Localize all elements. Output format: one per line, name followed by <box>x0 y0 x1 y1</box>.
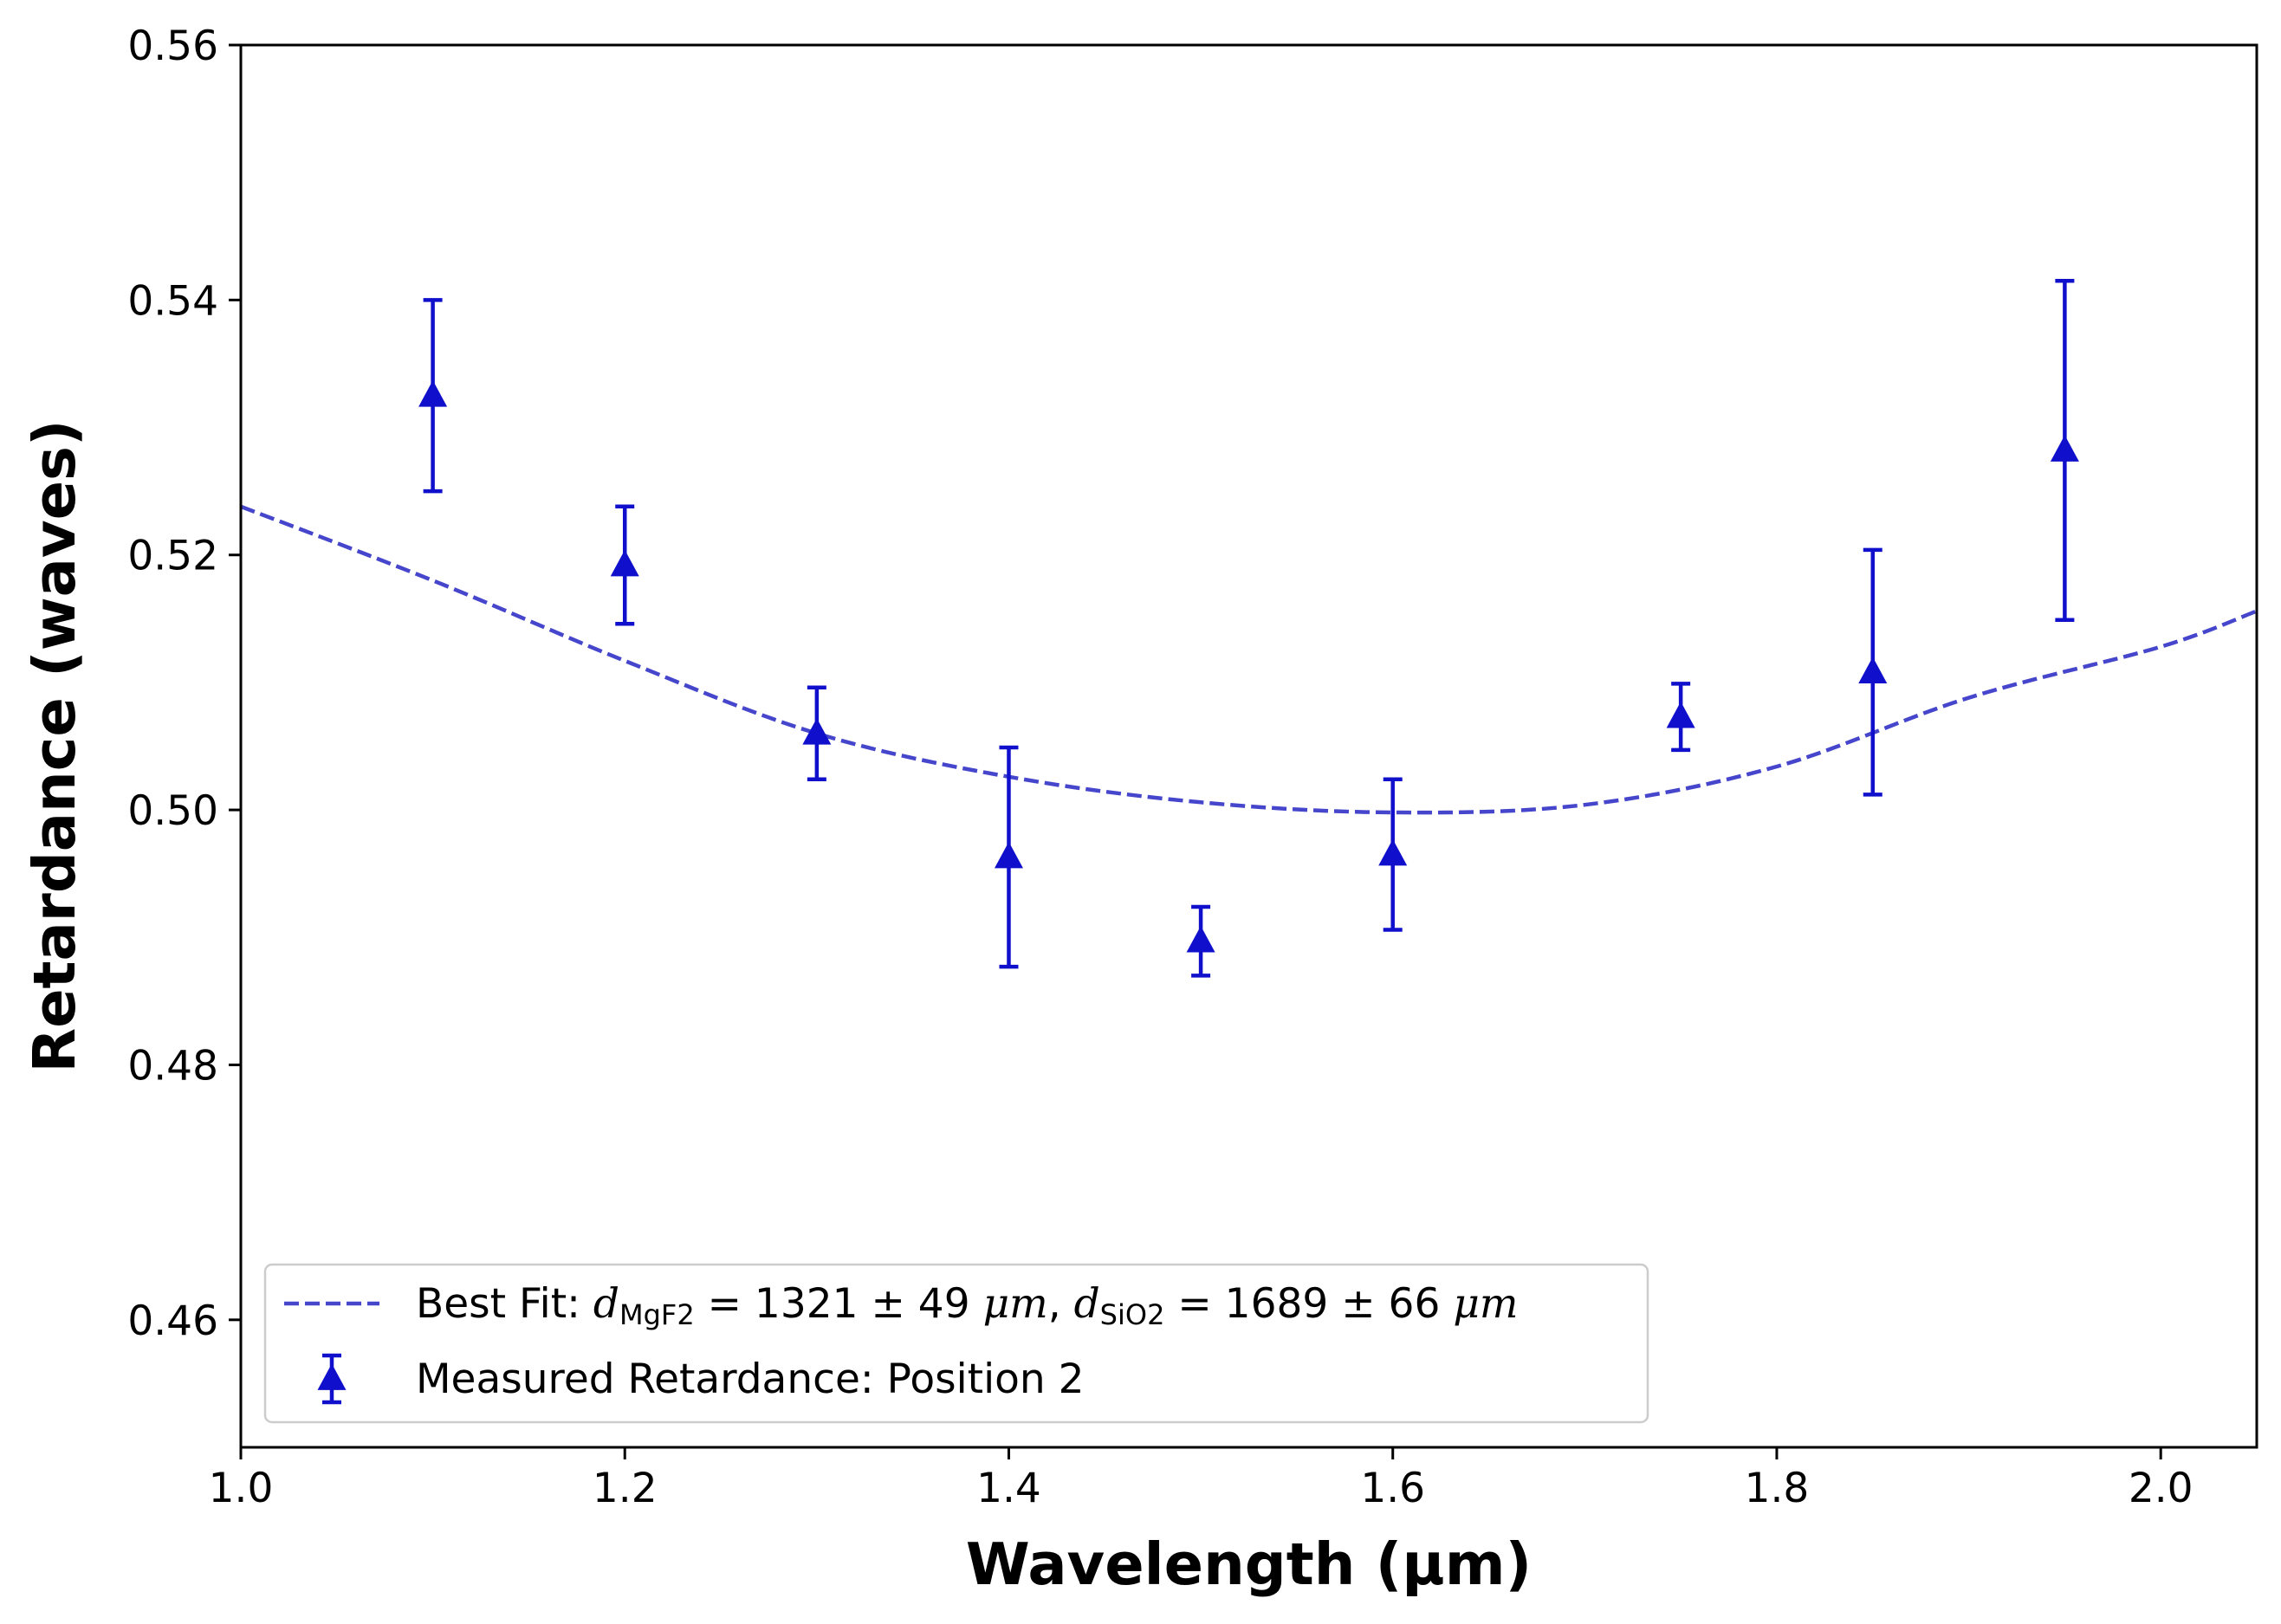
legend-fit-label: Best Fit: dMgF2 = 1321 ± 49 μm, dSiO2 = … <box>416 1280 1518 1331</box>
triangle-marker <box>1186 926 1215 953</box>
data-point <box>1186 904 1215 978</box>
y-tick-label: 0.56 <box>127 23 218 70</box>
legend-fit-d2-value: = 1689 ± 66 <box>1164 1280 1453 1328</box>
y-tick-label: 0.54 <box>127 277 218 325</box>
data-point <box>802 685 832 782</box>
legend-fit-prefix: Best Fit: <box>416 1280 593 1328</box>
legend-fit-d1-sub: MgF2 <box>619 1298 695 1331</box>
legend-fit-unit-2: μm <box>1453 1280 1518 1328</box>
triangle-marker <box>2050 435 2079 462</box>
legend-measured-swatch <box>317 1353 347 1405</box>
triangle-marker <box>1858 657 1888 683</box>
data-point <box>1378 777 1408 932</box>
legend-fit-unit-1: μm <box>983 1280 1048 1328</box>
y-axis-label: Retardance (waves) <box>21 419 88 1072</box>
triangle-marker <box>802 718 832 745</box>
legend-fit-d1-symbol: d <box>593 1280 619 1328</box>
legend-fit-d1-value: = 1321 ± 49 <box>695 1280 983 1328</box>
x-axis-label: Wavelength (μm) <box>966 1530 1532 1598</box>
x-tick-label: 1.0 <box>209 1465 274 1512</box>
triangle-marker <box>418 380 448 407</box>
data-point <box>418 298 448 494</box>
plot-area <box>241 279 2257 978</box>
y-tick-label: 0.50 <box>127 787 218 835</box>
legend-measured-label: Measured Retardance: Position 2 <box>416 1355 1085 1403</box>
y-axis-ticks: 0.46 0.48 0.50 0.52 0.54 0.56 <box>127 23 241 1345</box>
y-tick-label: 0.48 <box>127 1042 218 1090</box>
legend-fit-sep: , <box>1048 1280 1074 1328</box>
x-tick-label: 1.2 <box>593 1465 658 1512</box>
triangle-marker <box>994 841 1023 869</box>
x-tick-label: 2.0 <box>2129 1465 2194 1512</box>
data-point <box>994 745 1023 969</box>
legend-box <box>263 1263 1649 1424</box>
legend-fit-d2-symbol: d <box>1074 1280 1100 1328</box>
data-point <box>2050 279 2079 623</box>
legend-triangle-marker <box>317 1363 347 1390</box>
x-tick-label: 1.8 <box>1745 1465 1810 1512</box>
y-tick-label: 0.52 <box>127 533 218 580</box>
x-tick-label: 1.4 <box>976 1465 1041 1512</box>
plot-frame <box>239 43 2258 1449</box>
legend-fit-d2-sub: SiO2 <box>1100 1298 1165 1331</box>
data-point <box>1858 547 1888 797</box>
x-axis-ticks: 1.0 1.2 1.4 1.6 1.8 2.0 <box>209 1447 2194 1512</box>
x-tick-label: 1.6 <box>1360 1465 1425 1512</box>
y-tick-label: 0.46 <box>127 1297 218 1345</box>
data-point <box>610 504 639 626</box>
legend: Best Fit: dMgF2 = 1321 ± 49 μm, dSiO2 = … <box>263 1263 1649 1424</box>
data-point <box>1666 682 1695 753</box>
triangle-marker <box>1666 701 1695 728</box>
triangle-marker <box>610 549 639 577</box>
triangle-marker <box>1378 838 1408 866</box>
best-fit-line <box>241 504 2257 815</box>
